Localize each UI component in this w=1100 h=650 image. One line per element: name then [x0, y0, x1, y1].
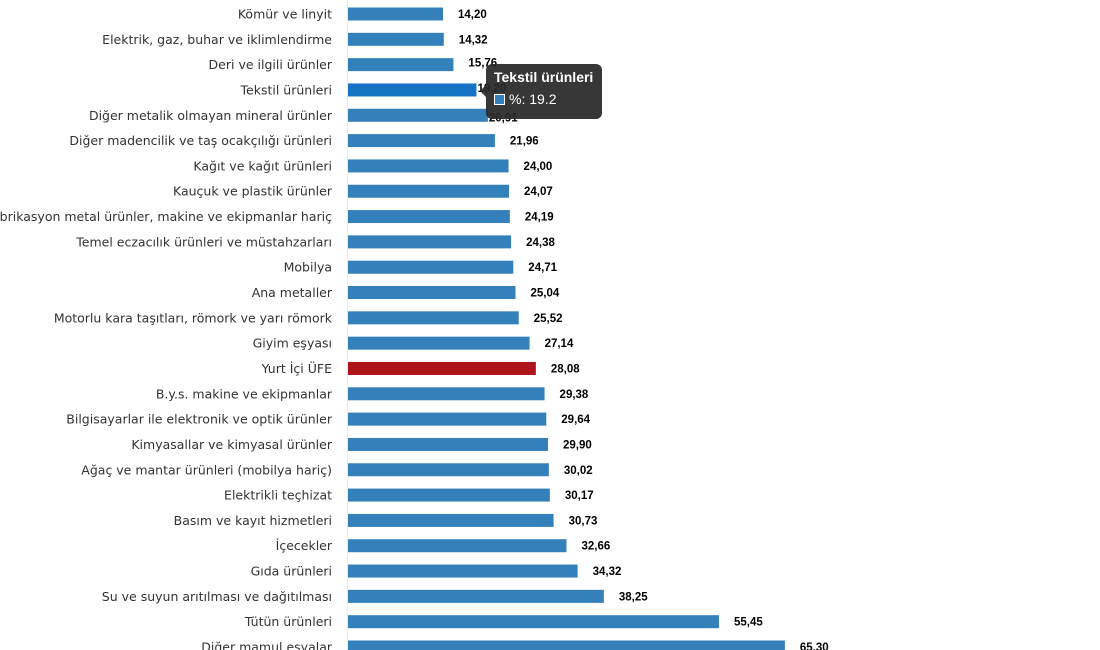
- bar[interactable]: [348, 412, 547, 426]
- category-label: Diğer madencilik ve taş ocakçılığı ürünl…: [69, 133, 332, 148]
- data-label: 65,30: [800, 642, 829, 650]
- bar[interactable]: [348, 463, 549, 477]
- category-label: Yurt İçi ÜFE: [261, 360, 332, 376]
- category-label: Kauçuk ve plastik ürünler: [173, 184, 333, 199]
- data-label: 27,14: [545, 338, 574, 350]
- data-label: 38,25: [619, 591, 648, 603]
- category-label: Kağıt ve kağıt ürünleri: [193, 158, 332, 173]
- data-label: 24,00: [524, 161, 553, 173]
- tooltip: Tekstil ürünleri %: 19.2: [480, 64, 602, 119]
- category-label: B.y.s. makine ve ekipmanlar: [156, 386, 333, 401]
- bar[interactable]: [348, 58, 454, 72]
- data-label: 14,20: [458, 9, 487, 21]
- bar[interactable]: [348, 513, 554, 527]
- data-label: 30,17: [565, 490, 594, 502]
- bar[interactable]: [348, 83, 477, 97]
- data-label: 21,96: [510, 136, 539, 148]
- category-label: Deri ve ilgili ürünler: [209, 57, 333, 72]
- data-label: 55,45: [734, 617, 763, 629]
- data-label: 32,66: [581, 541, 610, 553]
- category-label: Motorlu kara taşıtları, römork ve yarı r…: [54, 310, 333, 325]
- data-label: 24,19: [525, 212, 554, 224]
- data-label: 25,52: [534, 313, 563, 325]
- data-label: 24,38: [526, 237, 555, 249]
- bar[interactable]: [348, 260, 514, 274]
- category-label: Basım ve kayıt hizmetleri: [174, 513, 332, 528]
- bar[interactable]: [348, 210, 510, 224]
- bar[interactable]: [348, 286, 516, 300]
- data-label: 30,02: [564, 465, 593, 477]
- category-label: Mobilya: [284, 260, 332, 275]
- bar[interactable]: [348, 336, 530, 350]
- bar[interactable]: [348, 108, 488, 122]
- bar[interactable]: [348, 32, 444, 46]
- bar[interactable]: [348, 589, 604, 603]
- bar[interactable]: [348, 615, 719, 629]
- bar[interactable]: [348, 539, 567, 553]
- bar[interactable]: [348, 184, 510, 198]
- data-label: 24,07: [524, 186, 553, 198]
- category-label: Ağaç ve mantar ürünleri (mobilya hariç): [81, 462, 332, 477]
- bar[interactable]: [348, 7, 443, 21]
- series-swatch-icon: [494, 93, 505, 105]
- category-label: Elektrik, gaz, buhar ve iklimlendirme: [102, 32, 332, 47]
- category-label: Diğer metalik olmayan mineral ürünler: [89, 108, 333, 123]
- category-label: Temel eczacılık ürünleri ve müstahzarlar…: [75, 234, 332, 249]
- bar[interactable]: [348, 134, 495, 148]
- bar[interactable]: [348, 488, 550, 502]
- category-label: Gıda ürünleri: [251, 564, 332, 579]
- bar[interactable]: [348, 387, 545, 401]
- data-label: 14,32: [459, 34, 488, 46]
- data-label: 29,38: [560, 389, 589, 401]
- data-label: 28,08: [551, 363, 580, 375]
- data-label: 29,90: [563, 439, 592, 451]
- data-label: 24,71: [528, 262, 557, 274]
- category-label: Giyim eşyası: [253, 336, 332, 351]
- category-label: Fabrikasyon metal ürünler, makine ve eki…: [0, 209, 332, 224]
- tooltip-value: %: 19.2: [509, 91, 557, 107]
- bar[interactable]: [348, 235, 512, 249]
- category-label: İçecekler: [276, 538, 333, 553]
- tooltip-title: Tekstil ürünleri: [494, 69, 594, 85]
- bar[interactable]: [348, 564, 578, 578]
- data-label: 29,64: [561, 414, 590, 426]
- category-label: Su ve suyun arıtılması ve dağıtılması: [102, 589, 332, 604]
- data-label: 25,04: [531, 288, 560, 300]
- data-label: 34,32: [593, 566, 622, 578]
- category-label: Kimyasallar ve kimyasal ürünler: [131, 437, 332, 452]
- category-label: Ana metaller: [252, 285, 333, 300]
- category-label: Diğer mamul eşyalar: [201, 640, 333, 650]
- bar[interactable]: [348, 640, 785, 650]
- category-label: Tekstil ürünleri: [240, 82, 332, 97]
- bar[interactable]: [348, 437, 549, 451]
- category-label: Kömür ve linyit: [238, 7, 332, 22]
- category-label: Bilgisayarlar ile elektronik ve optik ür…: [66, 412, 333, 427]
- bar[interactable]: [348, 159, 509, 173]
- category-label: Elektrikli teçhizat: [224, 488, 332, 503]
- bar[interactable]: [348, 361, 536, 375]
- bar[interactable]: [348, 311, 519, 325]
- category-label: Tütün ürünleri: [244, 614, 332, 629]
- data-label: 30,73: [569, 515, 598, 527]
